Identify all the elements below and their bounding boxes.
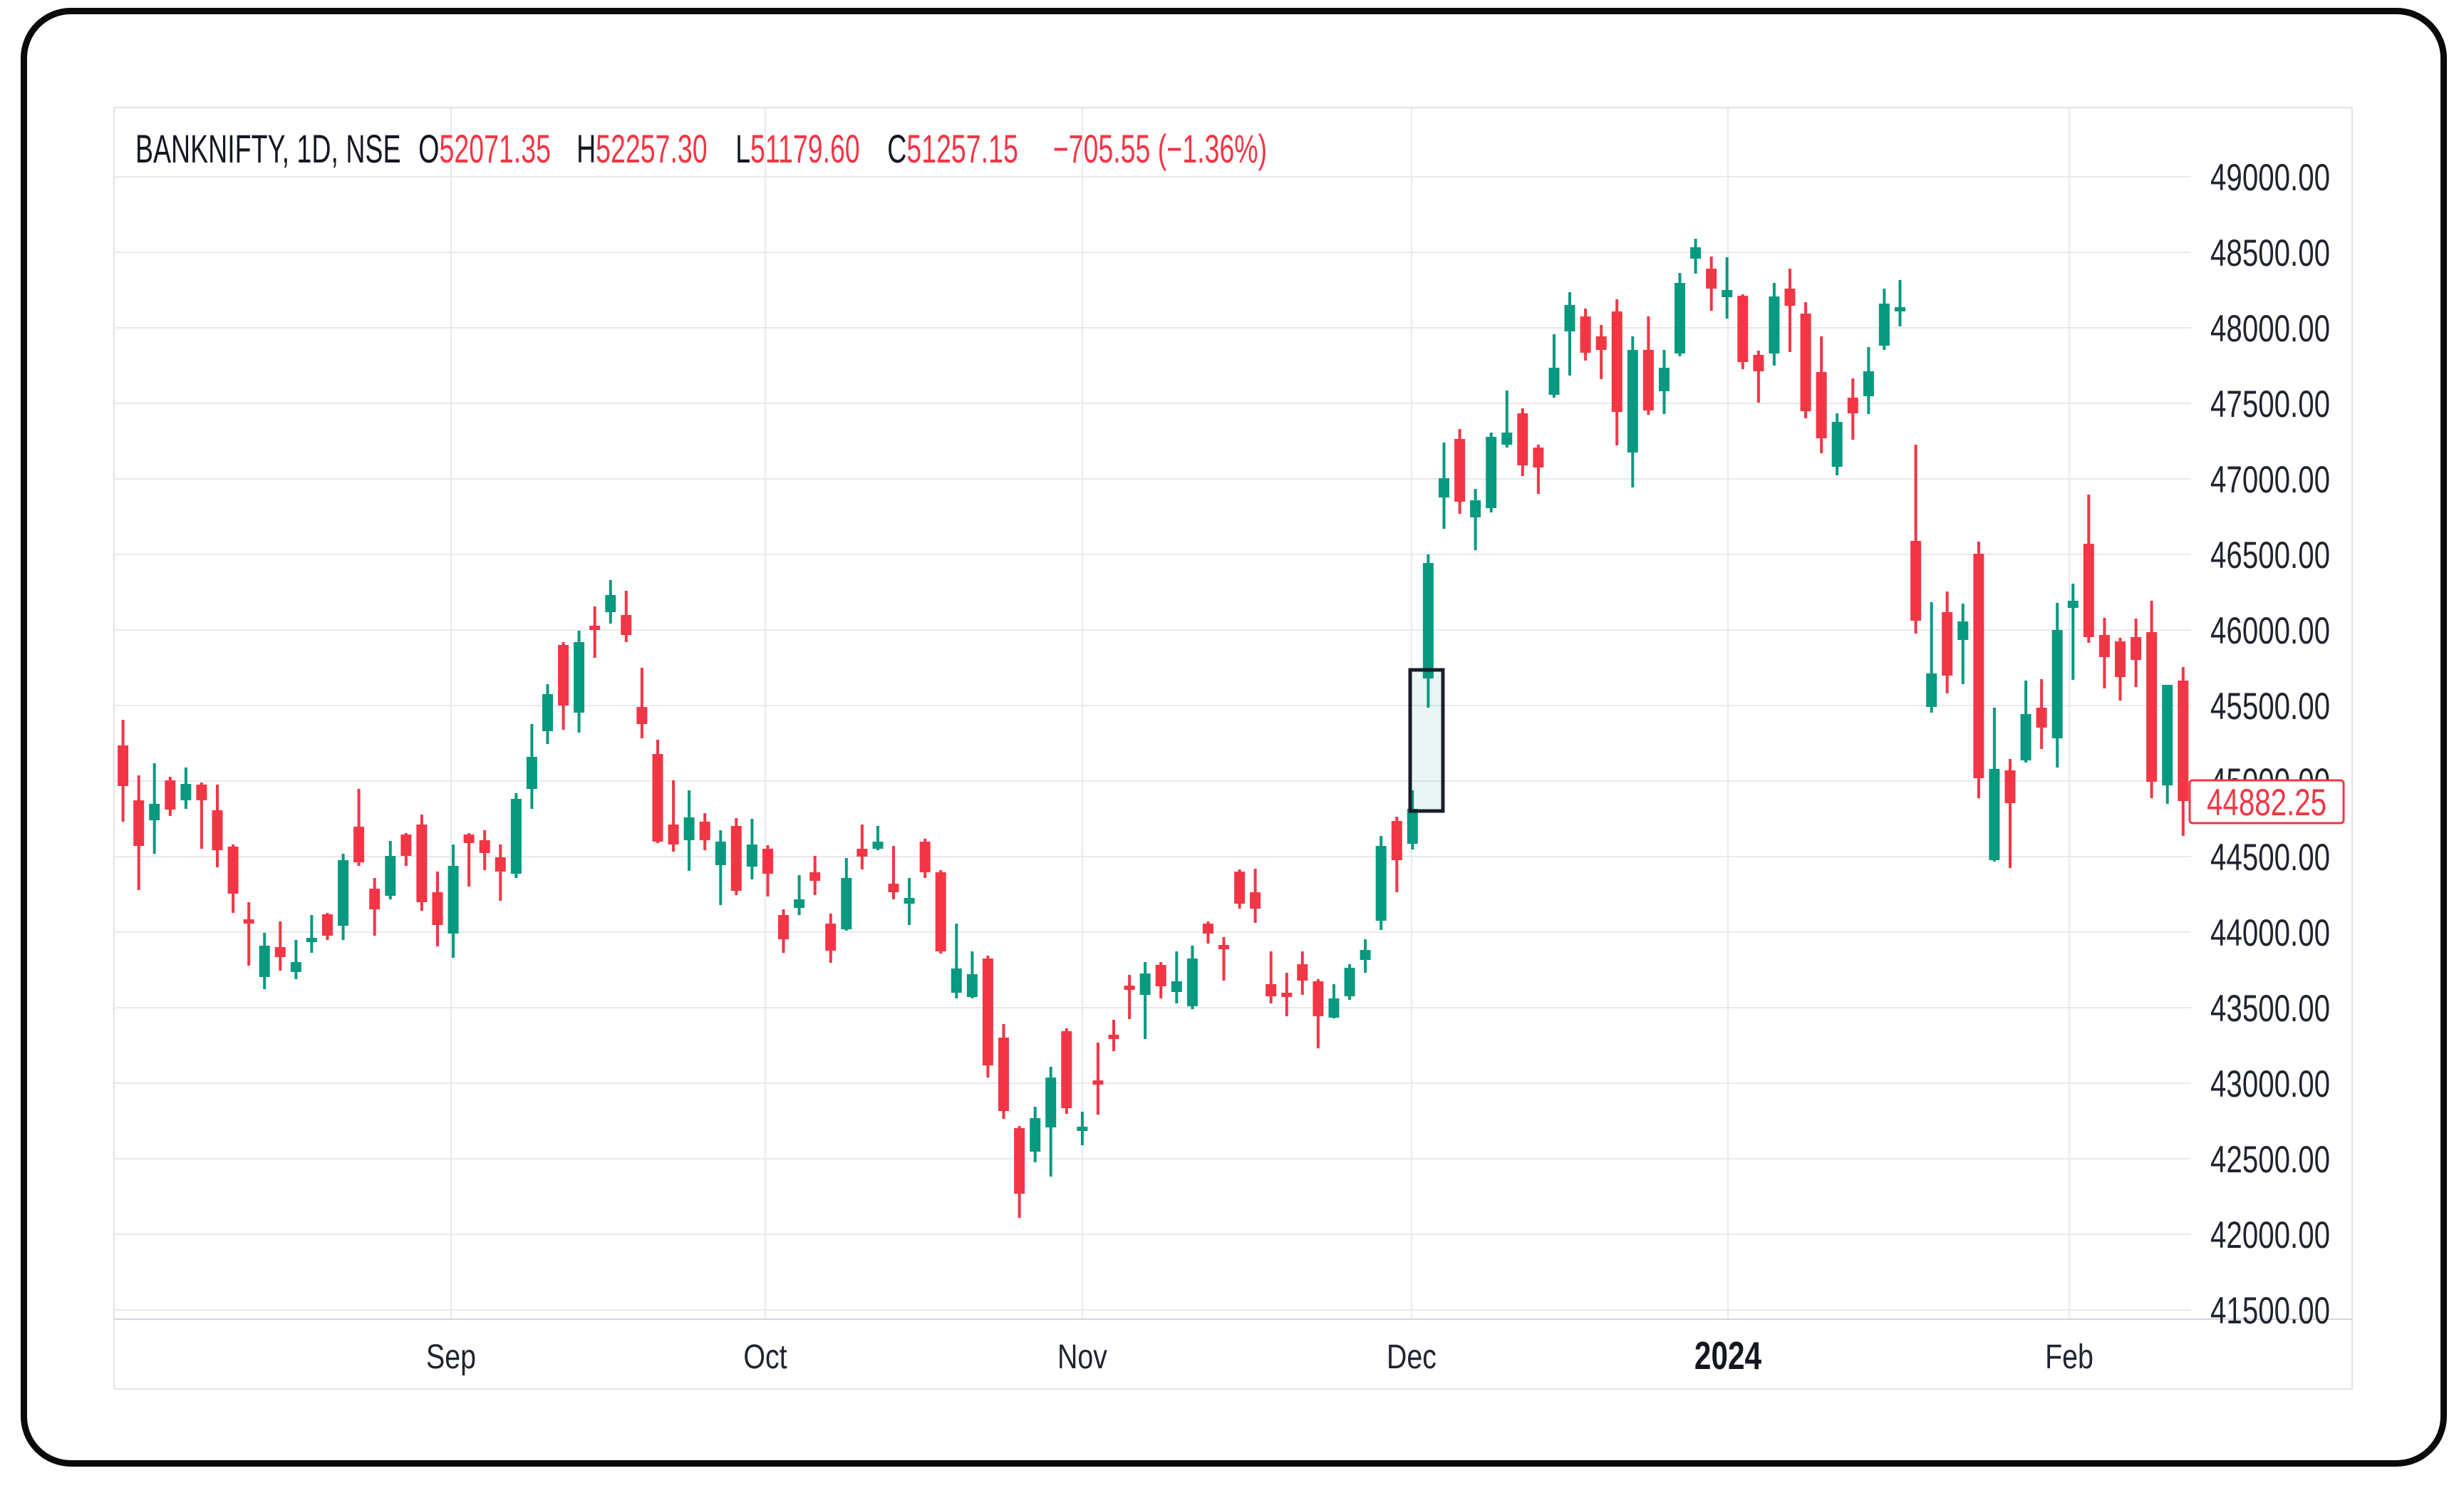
svg-text:44500.00: 44500.00 [2210, 836, 2330, 879]
svg-text:44000.00: 44000.00 [2210, 911, 2330, 954]
svg-text:2024: 2024 [1694, 1335, 1762, 1378]
svg-text:47000.00: 47000.00 [2210, 458, 2330, 501]
svg-text:48500.00: 48500.00 [2210, 232, 2330, 274]
svg-text:Feb: Feb [2045, 1338, 2093, 1376]
svg-text:44882.25: 44882.25 [2207, 781, 2326, 824]
svg-text:48000.00: 48000.00 [2210, 307, 2330, 350]
svg-text:46500.00: 46500.00 [2210, 534, 2330, 577]
svg-text:42500.00: 42500.00 [2210, 1138, 2330, 1181]
svg-text:Sep: Sep [426, 1338, 476, 1376]
svg-text:43000.00: 43000.00 [2210, 1063, 2330, 1105]
svg-text:47500.00: 47500.00 [2210, 383, 2330, 425]
svg-text:41500.00: 41500.00 [2210, 1289, 2330, 1332]
svg-text:43500.00: 43500.00 [2210, 987, 2330, 1030]
svg-text:42000.00: 42000.00 [2210, 1214, 2330, 1256]
svg-text:Oct: Oct [743, 1338, 787, 1376]
svg-text:Dec: Dec [1387, 1338, 1437, 1376]
svg-text:46000.00: 46000.00 [2210, 609, 2330, 652]
svg-text:49000.00: 49000.00 [2210, 156, 2330, 199]
svg-text:45500.00: 45500.00 [2210, 685, 2330, 728]
svg-text:Nov: Nov [1057, 1338, 1107, 1376]
